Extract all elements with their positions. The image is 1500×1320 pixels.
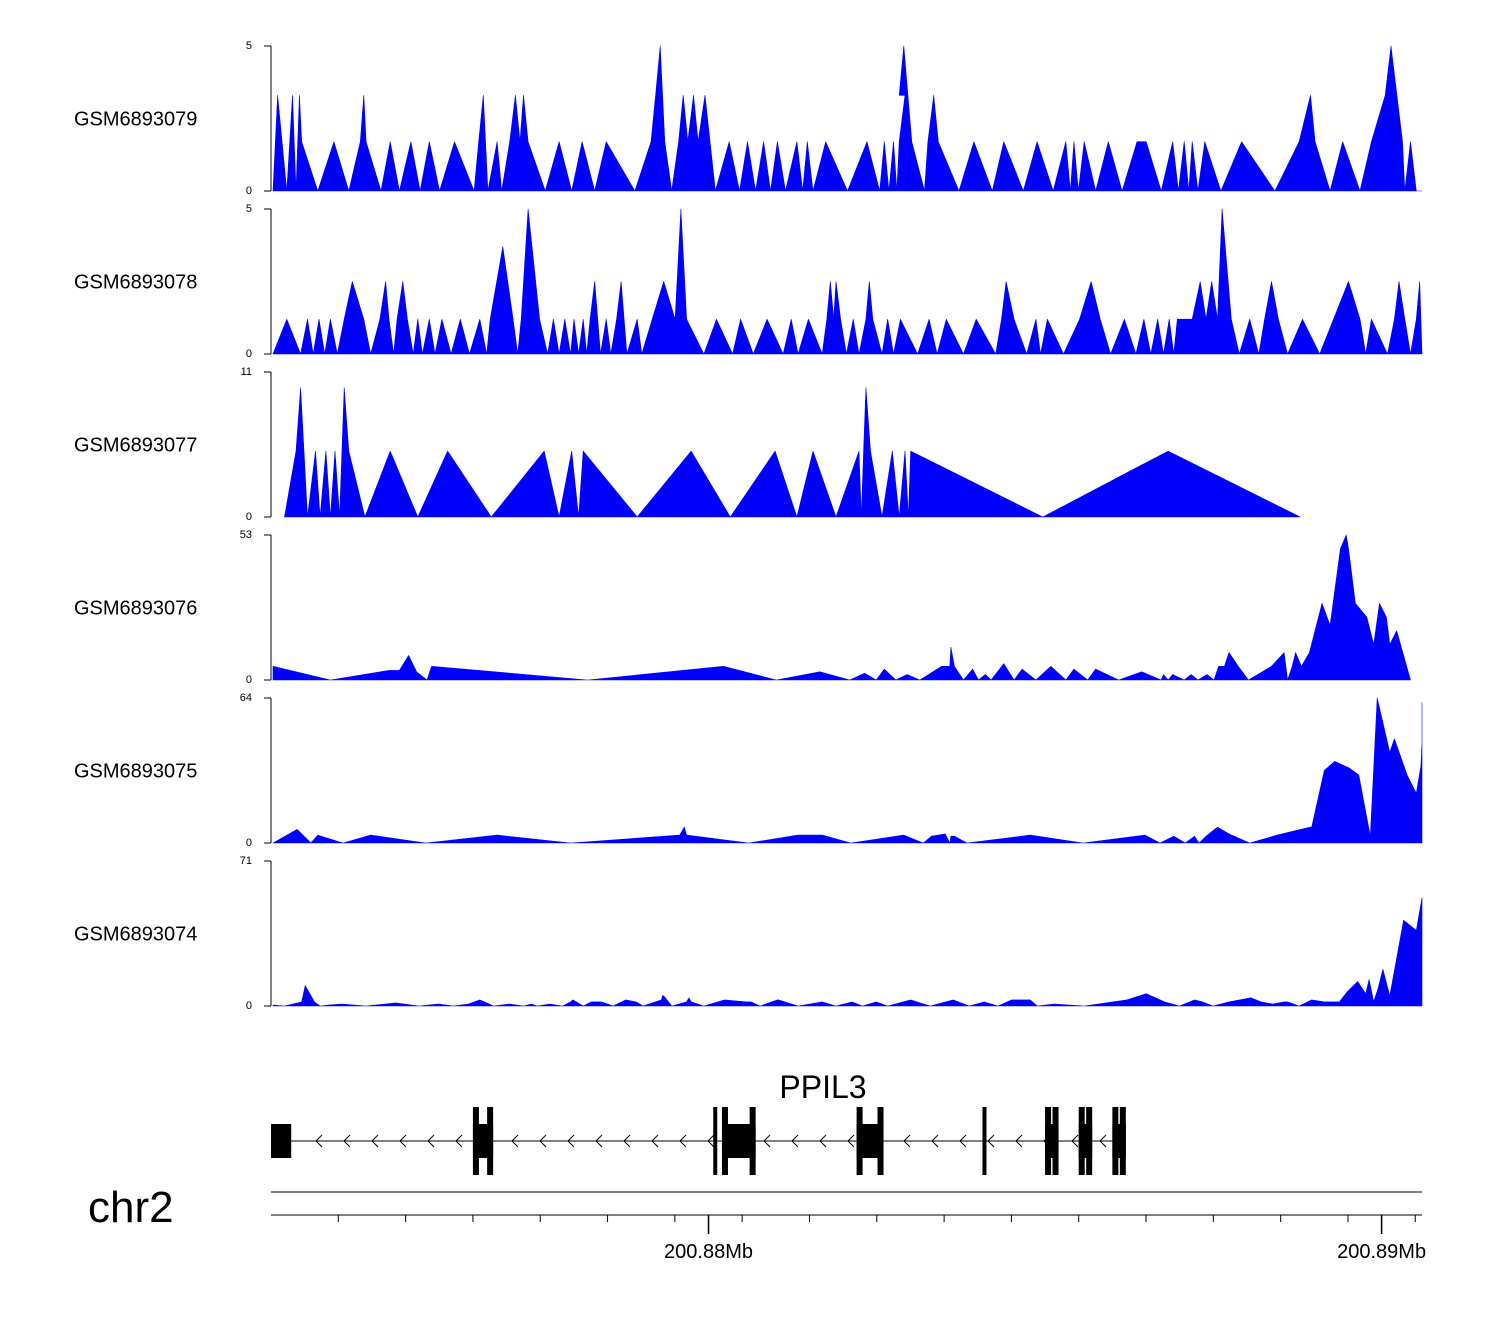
track-GSM6893077: GSM6893077 11 0 bbox=[74, 366, 1301, 523]
exon-marker bbox=[713, 1107, 718, 1175]
gene-name-label: PPIL3 bbox=[779, 1069, 866, 1105]
x-axis-tick-label: 200.88Mb bbox=[664, 1241, 753, 1263]
exon-cds-edge bbox=[1052, 1107, 1059, 1175]
y-axis-min-label: 0 bbox=[246, 511, 252, 523]
exon-cds-edge bbox=[877, 1107, 884, 1175]
strand-arrow bbox=[343, 1134, 351, 1148]
track-GSM6893075: GSM6893075 64 0 bbox=[74, 692, 1423, 849]
track-GSM6893074: GSM6893074 71 0 bbox=[74, 855, 1423, 1012]
coverage-tracks: GSM689307950GSM689307850GSM6893077110GSM… bbox=[74, 40, 1423, 1012]
y-axis-max-label: 64 bbox=[240, 692, 252, 704]
track-label: GSM6893074 bbox=[74, 924, 197, 946]
strand-arrow bbox=[371, 1134, 379, 1148]
strand-arrow bbox=[651, 1134, 659, 1148]
y-axis-max-label: 5 bbox=[246, 203, 252, 215]
strand-arrow bbox=[1015, 1134, 1023, 1148]
strand-arrow bbox=[427, 1134, 435, 1148]
coverage-area bbox=[272, 45, 1423, 192]
strand-arrow bbox=[679, 1134, 687, 1148]
track-GSM6893079: GSM6893079 5 0 bbox=[74, 40, 1423, 197]
exon-cds-edge bbox=[856, 1107, 863, 1175]
track-label: GSM6893075 bbox=[74, 761, 197, 783]
y-axis-max-label: 53 bbox=[240, 529, 252, 541]
strand-arrow bbox=[987, 1134, 995, 1148]
exon-marker bbox=[982, 1107, 987, 1175]
track-label: GSM6893076 bbox=[74, 598, 197, 620]
strand-arrow bbox=[959, 1134, 967, 1148]
y-axis-max-label: 11 bbox=[241, 366, 252, 378]
y-axis-max-label: 71 bbox=[240, 855, 252, 867]
exon-cds-edge bbox=[1112, 1107, 1119, 1175]
strand-arrow bbox=[595, 1134, 603, 1148]
exon-cds-edge bbox=[1086, 1107, 1093, 1175]
strand-arrow bbox=[1099, 1134, 1107, 1148]
genomic-axis: chr2 200.88Mb 200.89Mb bbox=[88, 1183, 1426, 1263]
strand-arrow bbox=[1071, 1134, 1079, 1148]
strand-arrow bbox=[539, 1134, 547, 1148]
exon-cds-edge bbox=[1045, 1107, 1052, 1175]
coverage-area bbox=[272, 208, 1423, 355]
track-GSM6893078: GSM6893078 5 0 bbox=[74, 203, 1423, 360]
exon-cds-edge bbox=[1119, 1107, 1126, 1175]
strand-arrow bbox=[399, 1134, 407, 1148]
exon-cds-edge bbox=[749, 1107, 756, 1175]
coverage-area bbox=[284, 387, 1301, 518]
strand-arrow bbox=[847, 1134, 855, 1148]
chromosome-label: chr2 bbox=[88, 1183, 174, 1232]
strand-arrow bbox=[567, 1134, 575, 1148]
track-label: GSM6893077 bbox=[74, 435, 197, 457]
gene-track: PPIL3 bbox=[271, 1069, 1126, 1175]
strand-arrow bbox=[511, 1134, 519, 1148]
x-axis-tick-label: 200.89Mb bbox=[1337, 1241, 1426, 1263]
strand-arrow bbox=[707, 1134, 715, 1148]
coverage-area bbox=[272, 697, 1423, 844]
exon-cds-edge bbox=[1078, 1107, 1085, 1175]
strand-arrow bbox=[763, 1134, 771, 1148]
exon-cds-edge bbox=[487, 1107, 494, 1175]
strand-arrow bbox=[623, 1134, 631, 1148]
track-GSM6893076: GSM6893076 53 0 bbox=[74, 529, 1411, 686]
strand-arrow bbox=[903, 1134, 911, 1148]
strand-arrow bbox=[819, 1134, 827, 1148]
y-axis-min-label: 0 bbox=[246, 674, 252, 686]
track-label: GSM6893078 bbox=[74, 272, 197, 294]
coverage-area bbox=[272, 534, 1411, 681]
y-axis-min-label: 0 bbox=[246, 1000, 252, 1012]
exon-cds-edge bbox=[472, 1107, 479, 1175]
strand-arrow bbox=[315, 1134, 323, 1148]
strand-arrow bbox=[931, 1134, 939, 1148]
strand-arrow bbox=[791, 1134, 799, 1148]
exon-utr bbox=[271, 1124, 292, 1158]
track-label: GSM6893079 bbox=[74, 109, 197, 131]
y-axis-max-label: 5 bbox=[246, 40, 252, 52]
strand-arrow bbox=[455, 1134, 463, 1148]
y-axis-min-label: 0 bbox=[246, 837, 252, 849]
exon-cds-edge bbox=[721, 1107, 728, 1175]
coverage-area bbox=[272, 897, 1423, 1007]
y-axis-min-label: 0 bbox=[246, 185, 252, 197]
y-axis-min-label: 0 bbox=[246, 348, 252, 360]
